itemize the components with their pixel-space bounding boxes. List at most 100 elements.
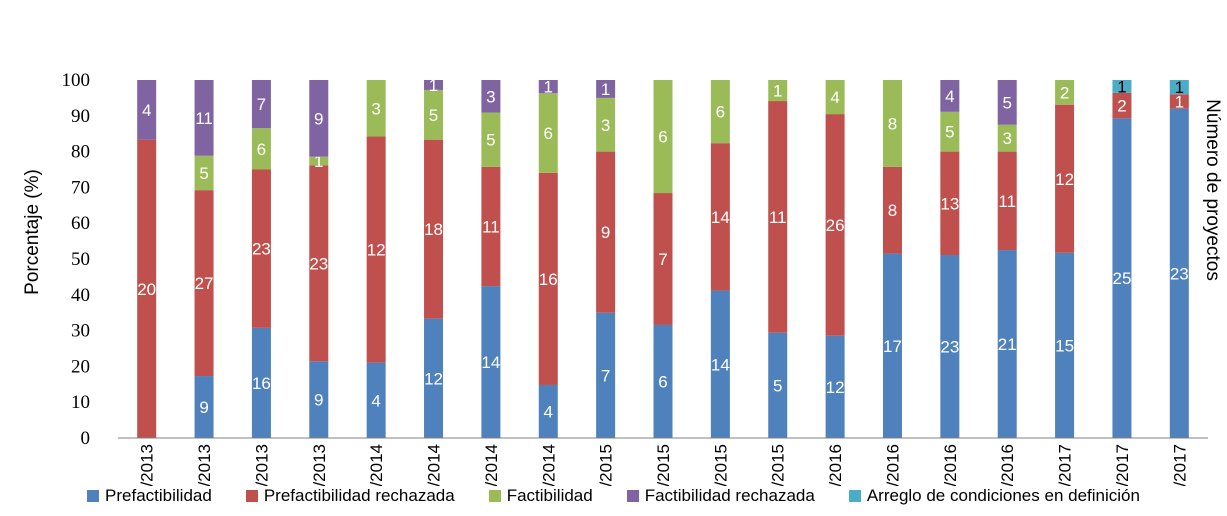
bar-segment — [653, 193, 673, 325]
bar-segment — [1112, 92, 1132, 119]
bar-segment — [1055, 252, 1075, 438]
bar-segment — [194, 190, 214, 377]
bar-segment-label: 15 — [1055, 336, 1074, 355]
legend-item: Factibilidad — [488, 486, 593, 506]
bar-segment — [251, 327, 271, 438]
bar-segment — [1055, 80, 1075, 105]
x-tick-label: 2T/2014 — [425, 444, 444, 486]
legend-swatch — [488, 490, 501, 502]
bar-segment — [538, 93, 558, 173]
y-tick-label: 10 — [71, 392, 90, 413]
bar-segment-label: 11 — [482, 217, 500, 236]
y-tick-label: 100 — [62, 70, 91, 91]
bar-segment — [940, 151, 960, 256]
bar-segment-label: 3 — [486, 87, 495, 106]
bar-segment — [194, 376, 214, 438]
legend-label: Prefactibilidad rechazada — [263, 486, 455, 505]
y-tick-label: 30 — [71, 321, 90, 342]
legend-item: Prefactibilidad — [87, 486, 212, 506]
x-tick-label: 3T/2016 — [941, 444, 960, 486]
bar-segment-label: 14 — [481, 353, 500, 372]
bar-segment — [997, 80, 1017, 125]
bar-segment — [194, 155, 214, 191]
bar-segment-label: 7 — [658, 250, 667, 269]
bar-segment — [366, 362, 386, 438]
bar-segment-label: 1 — [773, 82, 782, 101]
bar-segment — [194, 80, 214, 156]
bar-segment-label: 4 — [945, 87, 954, 106]
bar-segment-label: 5 — [199, 164, 208, 183]
bar-segment — [137, 139, 157, 438]
bar-segment — [596, 312, 616, 438]
legend-swatch — [848, 490, 861, 502]
bar-segment — [538, 172, 558, 385]
bar-segment-label: 7 — [601, 366, 610, 385]
x-tick-label: 2T/2015 — [654, 444, 673, 486]
x-tick-label: 3T/2013 — [252, 444, 271, 486]
x-tick-label: 1T/2013 — [138, 444, 157, 486]
bar-segment-label: 16 — [539, 270, 558, 289]
bar-segment-label: 2 — [1060, 83, 1069, 102]
bar-segment-label: 12 — [424, 369, 443, 388]
y-tick-label: 90 — [71, 106, 90, 127]
bar-segment-label: 18 — [424, 220, 443, 239]
bar-segment-label: 6 — [658, 128, 667, 147]
y-tick-label: 80 — [71, 142, 90, 163]
bar-segment — [710, 80, 730, 144]
bar-segment-label: 1 — [544, 78, 553, 97]
y-tick-label: 60 — [71, 213, 90, 234]
bar-segment-label: 2 — [1117, 97, 1126, 116]
bar-segment — [309, 361, 329, 438]
bar-segment-label: 8 — [888, 114, 897, 133]
bar-segment-label: 23 — [252, 240, 271, 259]
bar-segment-label: 11 — [998, 192, 1016, 211]
bar-segment-label: 27 — [195, 274, 214, 293]
legend-item: Prefactibilidad rechazada — [245, 486, 455, 506]
bar-segment — [997, 151, 1017, 251]
y-tick-label: 40 — [71, 285, 90, 306]
bar-segment — [424, 80, 444, 90]
bar-segment-label: 16 — [252, 374, 271, 393]
bar-segment-label: 6 — [544, 124, 553, 143]
bar-segment — [596, 80, 616, 98]
legend-swatch — [87, 490, 100, 502]
bar-segment — [366, 80, 386, 137]
bar-segment-label: 8 — [888, 201, 897, 220]
bar-segment-label: 23 — [1170, 264, 1189, 283]
bar-segment — [481, 166, 501, 287]
bar-segment-label: 1 — [601, 80, 610, 99]
bar-segment — [481, 112, 501, 167]
legend-label: Prefactibilidad — [105, 486, 212, 505]
bar-segment — [538, 384, 558, 438]
x-tick-label: 4T/2015 — [769, 444, 788, 486]
bar-segment — [997, 124, 1017, 152]
bar-segment-label: 3 — [1002, 129, 1011, 148]
bar-segment — [882, 253, 902, 438]
bar-segment — [309, 156, 329, 166]
bar-segment — [424, 318, 444, 438]
bar-segment-label: 9 — [601, 223, 610, 242]
bar-segment — [424, 89, 444, 140]
bar-segment-label: 7 — [257, 95, 266, 114]
bar-segment-label: 21 — [998, 335, 1017, 354]
bar-segment — [768, 332, 788, 438]
bar-segment-label: 4 — [544, 402, 553, 421]
bar-segment — [1169, 108, 1189, 438]
bar-segment-label: 6 — [658, 372, 667, 391]
bar-segment — [710, 143, 730, 291]
bar-segment-label: 5 — [773, 376, 782, 395]
bar-segment-label: 17 — [883, 337, 902, 356]
x-tick-label: 1T/2015 — [597, 444, 616, 486]
bar-segment-label: 9 — [314, 391, 323, 410]
bar-segment — [940, 80, 960, 112]
bar-segment-label: 3 — [371, 99, 380, 118]
bar-segment-label: 1 — [429, 76, 438, 95]
bar-segment-label: 1 — [314, 152, 323, 171]
x-tick-label: 3T/2017 — [1170, 444, 1189, 486]
bars: 2049275111623679231941231218511411534166… — [137, 76, 1189, 438]
bar-segment-label: 20 — [137, 280, 156, 299]
bar-segment — [1112, 118, 1132, 438]
y-tick-label: 20 — [71, 356, 90, 377]
legend-swatch — [245, 490, 258, 502]
bar-segment-label: 6 — [257, 140, 266, 159]
